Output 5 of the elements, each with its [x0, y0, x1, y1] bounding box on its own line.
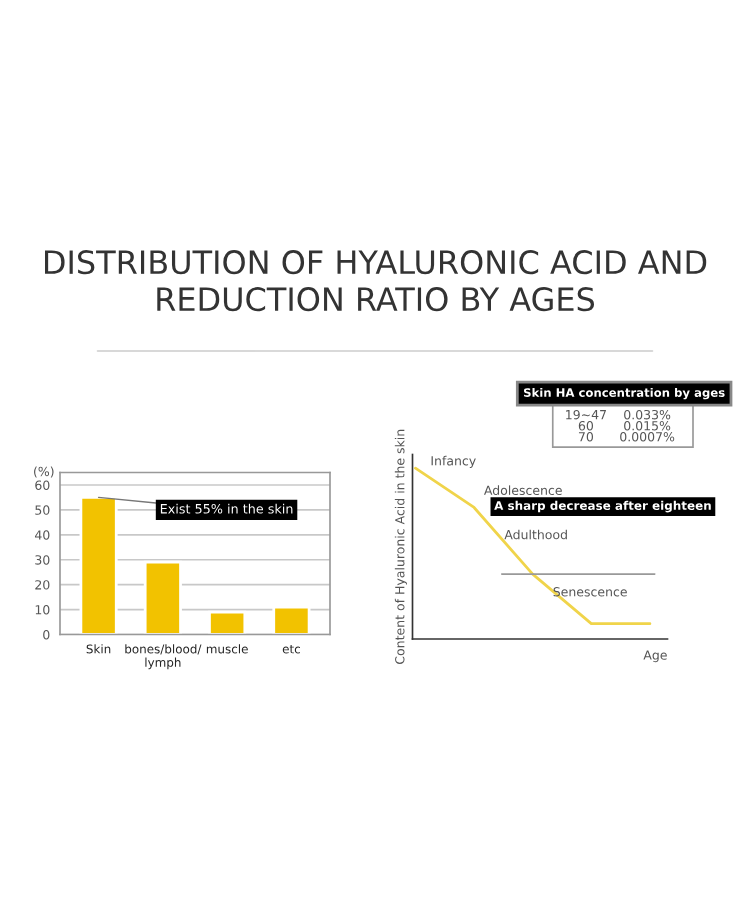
bar [272, 605, 311, 635]
bar [79, 496, 118, 635]
bar [208, 610, 247, 635]
chart-title: DISTRIBUTION OF HYALURONIC ACID AND REDUCTION RATIO BY AGES [45, 250, 707, 312]
bar [143, 560, 182, 635]
